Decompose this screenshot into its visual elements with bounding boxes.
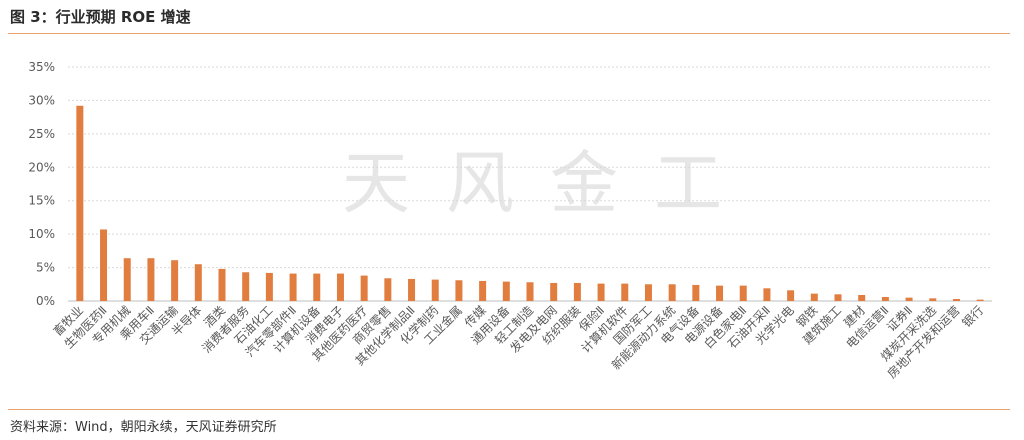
y-tick-label: 25%	[28, 127, 55, 141]
watermark: 天风金工	[342, 145, 759, 224]
bar	[834, 294, 842, 301]
bar	[952, 298, 960, 301]
bar	[431, 279, 439, 301]
bar	[123, 258, 131, 301]
bar	[573, 282, 581, 301]
y-tick-label: 30%	[28, 93, 55, 107]
bar	[171, 260, 179, 301]
bar	[408, 278, 416, 301]
bar	[455, 280, 463, 301]
bar	[502, 281, 510, 301]
page-title: 图 3：行业预期 ROE 增速	[10, 8, 191, 26]
bar	[550, 282, 558, 301]
bar	[313, 273, 321, 301]
y-tick-label: 15%	[28, 194, 55, 208]
bar	[147, 258, 155, 301]
bar	[360, 275, 368, 301]
bar	[929, 298, 937, 301]
bar-chart: 0%5%10%15%20%25%30%35%畜牧业生物医药Ⅱ专用机械乘用车Ⅱ交通…	[28, 60, 992, 381]
bar	[479, 280, 487, 301]
bar	[644, 284, 652, 301]
bar	[692, 284, 700, 301]
footer-divider	[8, 409, 1010, 410]
bar	[76, 105, 84, 301]
bar	[716, 285, 724, 301]
bar	[739, 285, 747, 301]
y-tick-label: 0%	[36, 294, 55, 308]
header-divider	[8, 33, 1010, 34]
bar	[384, 278, 392, 301]
bar	[289, 273, 297, 301]
bar	[194, 264, 202, 301]
bar	[668, 284, 676, 301]
bar	[242, 272, 250, 301]
bar	[905, 297, 913, 301]
bar	[976, 299, 984, 301]
y-tick-label: 35%	[28, 60, 55, 74]
bar	[858, 294, 866, 301]
bar	[810, 293, 818, 301]
source-note: 资料来源：Wind，朝阳永续，天风证券研究所	[10, 420, 277, 435]
x-tick-label: 银行	[959, 303, 986, 330]
bar	[881, 296, 889, 301]
bar	[100, 229, 108, 301]
bar	[763, 288, 771, 301]
y-tick-label: 10%	[28, 227, 55, 241]
bar	[787, 290, 795, 301]
y-tick-label: 5%	[36, 261, 55, 275]
y-tick-label: 20%	[28, 160, 55, 174]
bar	[526, 282, 534, 301]
bar	[336, 273, 344, 301]
bar	[265, 272, 273, 301]
bar	[597, 283, 605, 301]
bar	[621, 283, 629, 301]
bar	[218, 268, 226, 301]
